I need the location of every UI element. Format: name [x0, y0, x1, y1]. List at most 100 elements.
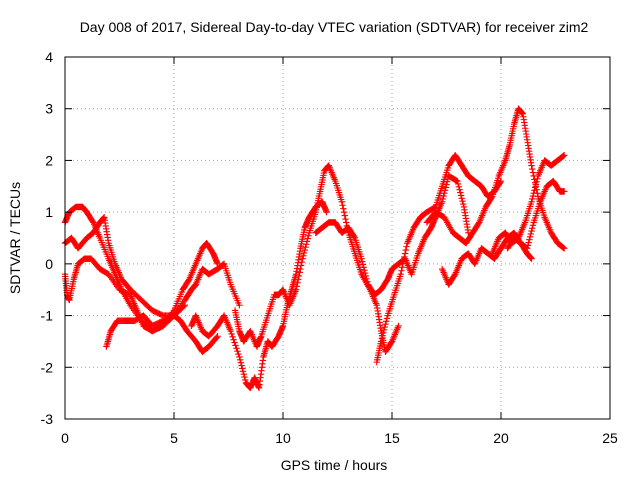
series-track-5 [188, 198, 330, 392]
chart-title: Day 008 of 2017, Sidereal Day-to-day VTE… [80, 19, 589, 35]
data-point [528, 162, 535, 169]
x-tick-labels: 0 5 10 15 20 25 [61, 430, 618, 446]
y-tick-labels: -3 -2 -1 0 1 2 3 4 [41, 49, 54, 427]
data-point [561, 188, 568, 195]
data-point [382, 318, 390, 325]
data-point [363, 275, 370, 282]
data-point [561, 245, 568, 252]
series-track-12 [504, 234, 535, 262]
data-point [397, 271, 404, 278]
data-point [242, 376, 249, 384]
data-point [300, 252, 307, 260]
data-point [377, 338, 385, 345]
series-track-4 [103, 260, 243, 350]
x-tick-label: 25 [602, 430, 618, 446]
data-point [456, 186, 463, 193]
data-point [388, 339, 395, 346]
data-point [294, 279, 301, 287]
axis-ticks [64, 56, 611, 420]
data-point [531, 187, 538, 194]
data-point [229, 333, 236, 341]
y-tick-label: 2 [45, 152, 53, 168]
x-tick-label: 10 [275, 430, 291, 446]
grid-lines [65, 57, 610, 419]
data-point [236, 356, 244, 364]
data-point [343, 219, 350, 226]
y-axis-label: SDTVAR / TECUs [7, 182, 23, 294]
data-point [232, 342, 239, 349]
data-point [303, 241, 310, 248]
data-point [236, 353, 243, 361]
data-point [455, 183, 463, 191]
data-point [378, 335, 386, 342]
data-point [300, 249, 308, 257]
data-point [529, 165, 536, 173]
y-tick-label: -1 [41, 308, 54, 324]
data-point [89, 218, 96, 225]
data-point [351, 233, 358, 241]
data-point [403, 243, 410, 250]
data-point [214, 333, 221, 340]
data-point [360, 264, 367, 271]
data-point [364, 278, 371, 285]
data-point [560, 244, 567, 251]
data-point [358, 255, 365, 262]
y-tick-label: 4 [45, 49, 53, 65]
data-point [559, 153, 566, 160]
data-point [460, 200, 467, 208]
x-axis-label: GPS time / hours [281, 457, 388, 473]
data-point [185, 277, 192, 284]
data-point [298, 258, 306, 266]
data-point [440, 192, 447, 200]
data-point [295, 276, 302, 283]
data-point [234, 347, 241, 355]
data-point [459, 198, 466, 205]
data-point [238, 362, 245, 369]
data-point [293, 283, 301, 290]
data-point [527, 230, 534, 238]
data-point [454, 177, 461, 185]
data-point [400, 257, 407, 264]
x-tick-label: 0 [61, 430, 69, 446]
data-point [304, 235, 311, 242]
data-point [239, 365, 246, 372]
data-point [398, 267, 405, 274]
data-point [295, 272, 303, 280]
data-point [457, 192, 465, 199]
data-point [340, 208, 348, 216]
data-point [399, 260, 407, 268]
data-point [526, 236, 533, 243]
data-point [240, 370, 247, 378]
data-points [61, 105, 568, 392]
data-point [531, 184, 539, 191]
data-point [451, 272, 458, 279]
series-track-7 [312, 172, 472, 299]
data-point [402, 246, 410, 254]
data-point [231, 339, 238, 346]
data-point [213, 334, 220, 341]
data-point [380, 329, 387, 337]
data-point [381, 323, 388, 331]
data-point [528, 198, 535, 205]
data-point [532, 181, 540, 188]
data-point [454, 180, 462, 188]
data-point [457, 189, 464, 196]
series-track-6 [231, 162, 402, 355]
data-point [302, 243, 309, 251]
data-point [524, 242, 532, 249]
data-point [534, 175, 541, 183]
series-track-3 [61, 239, 221, 335]
y-tick-label: 3 [45, 101, 53, 117]
data-point [338, 198, 346, 205]
data-point [395, 322, 402, 330]
data-point [305, 232, 312, 239]
x-tick-label: 20 [493, 430, 509, 446]
series-track-2 [61, 214, 189, 319]
x-tick-label: 5 [170, 430, 178, 446]
data-point [526, 233, 534, 241]
x-tick-label: 15 [384, 430, 400, 446]
data-point [228, 330, 235, 338]
data-point [297, 265, 304, 273]
data-point [303, 238, 311, 245]
